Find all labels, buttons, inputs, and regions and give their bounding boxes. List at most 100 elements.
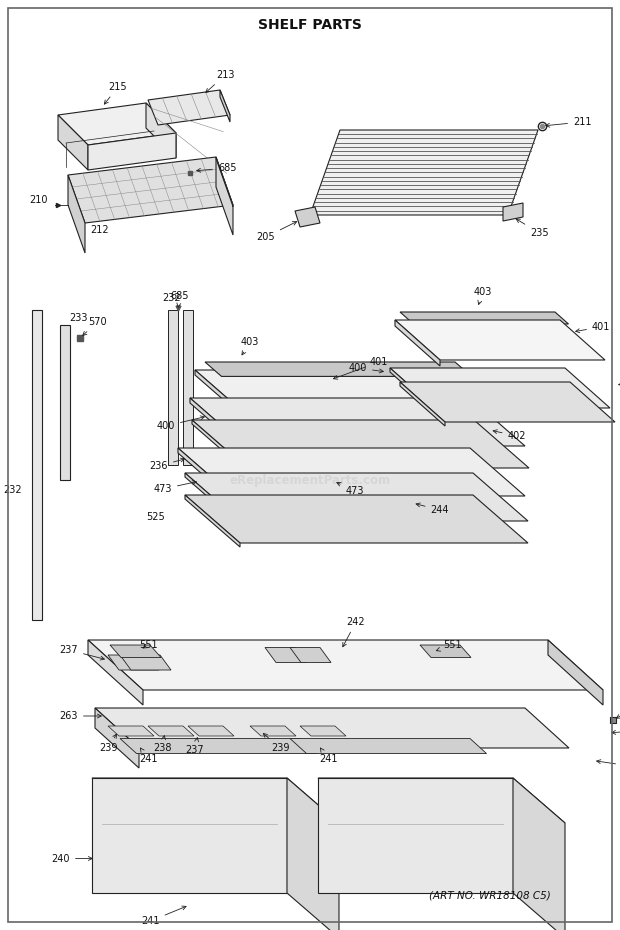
Text: eReplacementParts.com: eReplacementParts.com (229, 473, 391, 486)
Text: 232: 232 (162, 293, 181, 303)
Text: 263: 263 (60, 711, 101, 721)
Text: 685: 685 (197, 163, 236, 173)
Text: 241: 241 (596, 760, 620, 771)
Polygon shape (95, 708, 139, 768)
Polygon shape (88, 640, 143, 705)
Polygon shape (185, 473, 240, 525)
Polygon shape (395, 320, 440, 366)
Polygon shape (390, 368, 610, 408)
Polygon shape (216, 157, 233, 207)
Text: 570: 570 (82, 317, 107, 336)
Polygon shape (290, 647, 331, 662)
Polygon shape (318, 778, 565, 823)
Text: 238: 238 (153, 736, 171, 753)
Polygon shape (195, 370, 520, 418)
Text: 551: 551 (436, 640, 461, 651)
Polygon shape (58, 103, 176, 145)
Text: 239: 239 (264, 734, 290, 753)
Text: 241: 241 (319, 748, 337, 764)
Polygon shape (88, 133, 176, 170)
Polygon shape (188, 726, 234, 736)
Text: 241: 241 (139, 748, 157, 764)
Polygon shape (68, 175, 85, 253)
Text: 213: 213 (206, 70, 234, 92)
Text: 401: 401 (575, 322, 610, 333)
Text: SHELF PARTS: SHELF PARTS (258, 18, 362, 32)
Text: 244: 244 (416, 503, 449, 515)
Text: 525: 525 (146, 512, 165, 522)
Text: 240: 240 (51, 854, 92, 863)
Polygon shape (400, 382, 445, 426)
Polygon shape (300, 726, 346, 736)
Polygon shape (310, 130, 538, 215)
Polygon shape (400, 382, 615, 422)
Polygon shape (205, 362, 471, 377)
Text: 232: 232 (3, 485, 22, 495)
Polygon shape (58, 115, 88, 170)
Text: 212: 212 (91, 225, 109, 235)
Polygon shape (295, 207, 320, 227)
Polygon shape (120, 655, 171, 670)
Text: 233: 233 (69, 313, 87, 323)
Text: 249: 249 (616, 698, 620, 718)
Text: 402: 402 (619, 377, 620, 387)
Polygon shape (32, 310, 42, 620)
Polygon shape (120, 738, 316, 753)
Text: 401: 401 (334, 357, 388, 379)
Text: 240: 240 (612, 725, 620, 736)
Text: 237: 237 (185, 737, 205, 755)
Text: 551: 551 (139, 640, 157, 650)
Polygon shape (290, 738, 487, 753)
Polygon shape (108, 655, 159, 670)
Polygon shape (190, 398, 245, 451)
Polygon shape (92, 778, 339, 823)
Polygon shape (390, 368, 435, 412)
Polygon shape (190, 398, 525, 446)
Polygon shape (110, 645, 161, 658)
Polygon shape (192, 420, 247, 472)
Polygon shape (503, 203, 523, 221)
Text: 400: 400 (348, 363, 383, 373)
Polygon shape (185, 495, 528, 543)
Polygon shape (192, 420, 529, 468)
Text: 242: 242 (343, 617, 365, 646)
Polygon shape (108, 726, 154, 736)
Polygon shape (195, 370, 250, 423)
Text: 237: 237 (60, 645, 104, 660)
Polygon shape (178, 448, 233, 501)
Polygon shape (148, 90, 230, 125)
Text: (ART NO. WR18108 C5): (ART NO. WR18108 C5) (429, 890, 551, 900)
Text: 239: 239 (99, 734, 117, 753)
Polygon shape (395, 320, 605, 360)
Text: 473: 473 (154, 481, 197, 494)
Polygon shape (513, 778, 565, 930)
Text: 215: 215 (104, 82, 127, 104)
Polygon shape (88, 640, 603, 690)
Polygon shape (185, 473, 528, 521)
Polygon shape (250, 726, 296, 736)
Polygon shape (68, 157, 233, 223)
Polygon shape (287, 778, 339, 930)
Polygon shape (216, 157, 233, 235)
Polygon shape (95, 708, 569, 748)
Polygon shape (60, 325, 70, 480)
Polygon shape (92, 778, 287, 893)
Polygon shape (548, 640, 603, 705)
Polygon shape (185, 495, 240, 547)
Polygon shape (183, 310, 193, 465)
Polygon shape (146, 103, 176, 158)
Text: 402: 402 (493, 430, 526, 441)
Text: 473: 473 (337, 483, 364, 496)
Text: 236: 236 (149, 458, 184, 471)
Polygon shape (420, 645, 471, 658)
Polygon shape (318, 778, 513, 893)
Text: 205: 205 (257, 221, 297, 242)
Text: 685: 685 (170, 291, 189, 307)
Polygon shape (265, 647, 306, 662)
Text: 400: 400 (157, 416, 205, 431)
Polygon shape (178, 448, 525, 496)
Polygon shape (168, 310, 178, 465)
Text: 241: 241 (141, 906, 186, 926)
Polygon shape (220, 90, 230, 122)
Text: 235: 235 (516, 219, 549, 238)
